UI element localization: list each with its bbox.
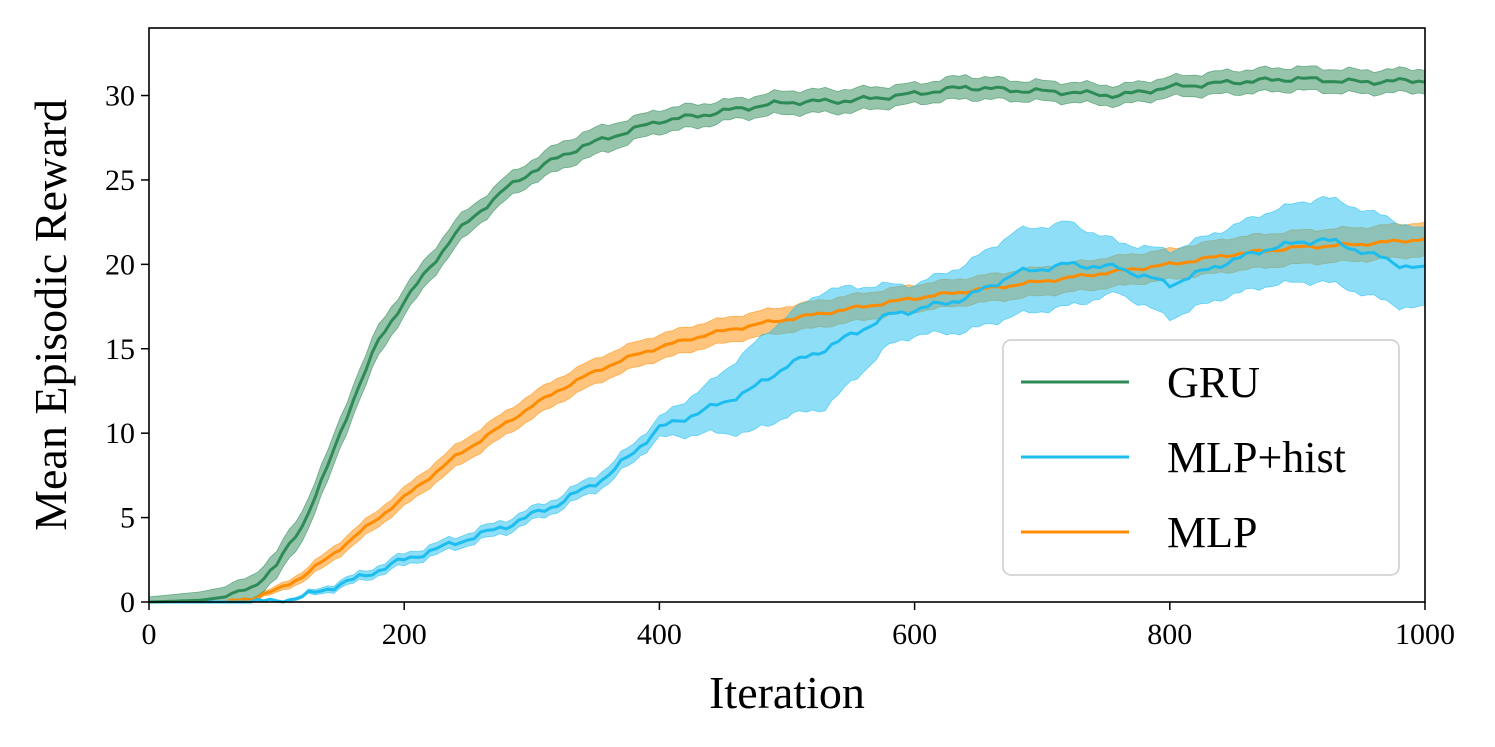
legend-label: MLP+hist [1167, 433, 1346, 482]
y-tick-label: 10 [105, 417, 135, 450]
y-tick-label: 15 [105, 333, 135, 366]
line-gru [148, 75, 1426, 604]
line-mlp [149, 237, 1426, 604]
x-axis-ticks: 0 200 400 600 800 1000 [142, 602, 1455, 651]
y-tick-label: 0 [120, 586, 135, 619]
x-tick-label: 1000 [1395, 618, 1455, 651]
y-tick-label: 5 [120, 502, 135, 535]
x-tick-label: 200 [382, 618, 427, 651]
y-tick-label: 30 [105, 80, 135, 113]
x-axis-title: Iteration [709, 667, 865, 718]
series-lines [148, 75, 1426, 604]
legend-box [1002, 339, 1400, 576]
legend-label: MLP [1167, 508, 1257, 557]
legend: GRU MLP+hist MLP [1002, 339, 1400, 576]
y-tick-label: 25 [105, 164, 135, 197]
legend-label: GRU [1167, 358, 1260, 407]
x-tick-label: 400 [637, 618, 682, 651]
x-tick-label: 600 [892, 618, 937, 651]
line-mlp-hist [149, 237, 1426, 604]
x-tick-label: 0 [142, 618, 157, 651]
plot-frame [148, 27, 1426, 603]
x-tick-label: 800 [1147, 618, 1192, 651]
y-axis-title: Mean Episodic Reward [25, 99, 76, 531]
y-axis-ticks: 0 5 10 15 20 25 30 [105, 80, 149, 619]
y-tick-label: 20 [105, 248, 135, 281]
